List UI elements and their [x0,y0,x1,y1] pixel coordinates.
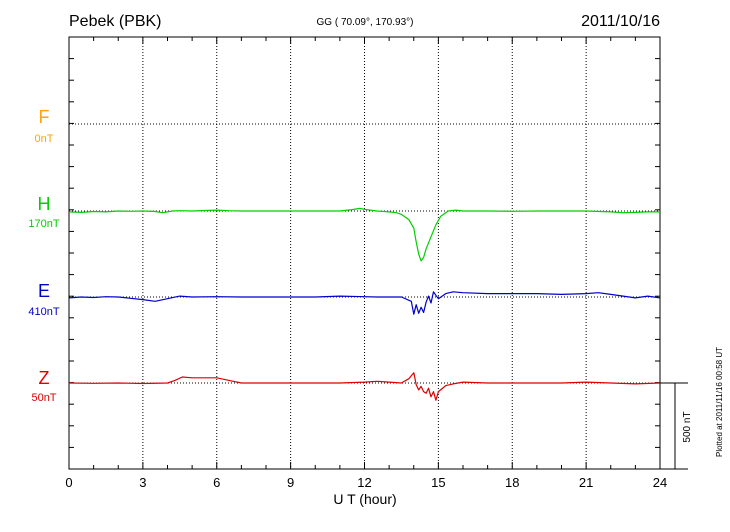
series-line-h [68,207,660,262]
x-tick-label: 6 [213,475,220,490]
channel-baseline-z: 50nT [31,392,57,404]
series-line-e [68,291,661,315]
x-tick-label: 9 [287,475,294,490]
plotted-timestamp: Plotted at 2011/11/16 00:58 UT [715,347,724,458]
x-tick-label: 21 [579,475,593,490]
x-tick-label: 18 [505,475,519,490]
channel-label-f: F [38,107,50,127]
x-tick-label: 3 [139,475,146,490]
station-coordinates: GG ( 70.09°, 170.93°) [316,17,414,28]
x-axis-label: U T (hour) [333,491,397,507]
channel-label-z: Z [38,368,50,388]
x-tick-label: 24 [653,475,667,490]
scale-bar-label: 500 nT [682,411,693,443]
series-line-z [68,372,661,401]
x-tick-label: 0 [65,475,72,490]
channel-baseline-e: 410nT [28,306,60,318]
channel-baseline-h: 170nT [28,218,60,230]
channel-label-h: H [37,194,51,214]
x-tick-label: 12 [357,475,371,490]
date-title: 2011/10/16 [581,13,660,30]
channel-label-e: E [37,281,50,301]
station-title: Pebek (PBK) [69,13,162,30]
x-tick-label: 15 [431,475,445,490]
channel-baseline-f: 0nT [34,133,54,145]
magnetogram-chart: 0 3 6 9 12 15 18 21 24 [65,36,688,490]
